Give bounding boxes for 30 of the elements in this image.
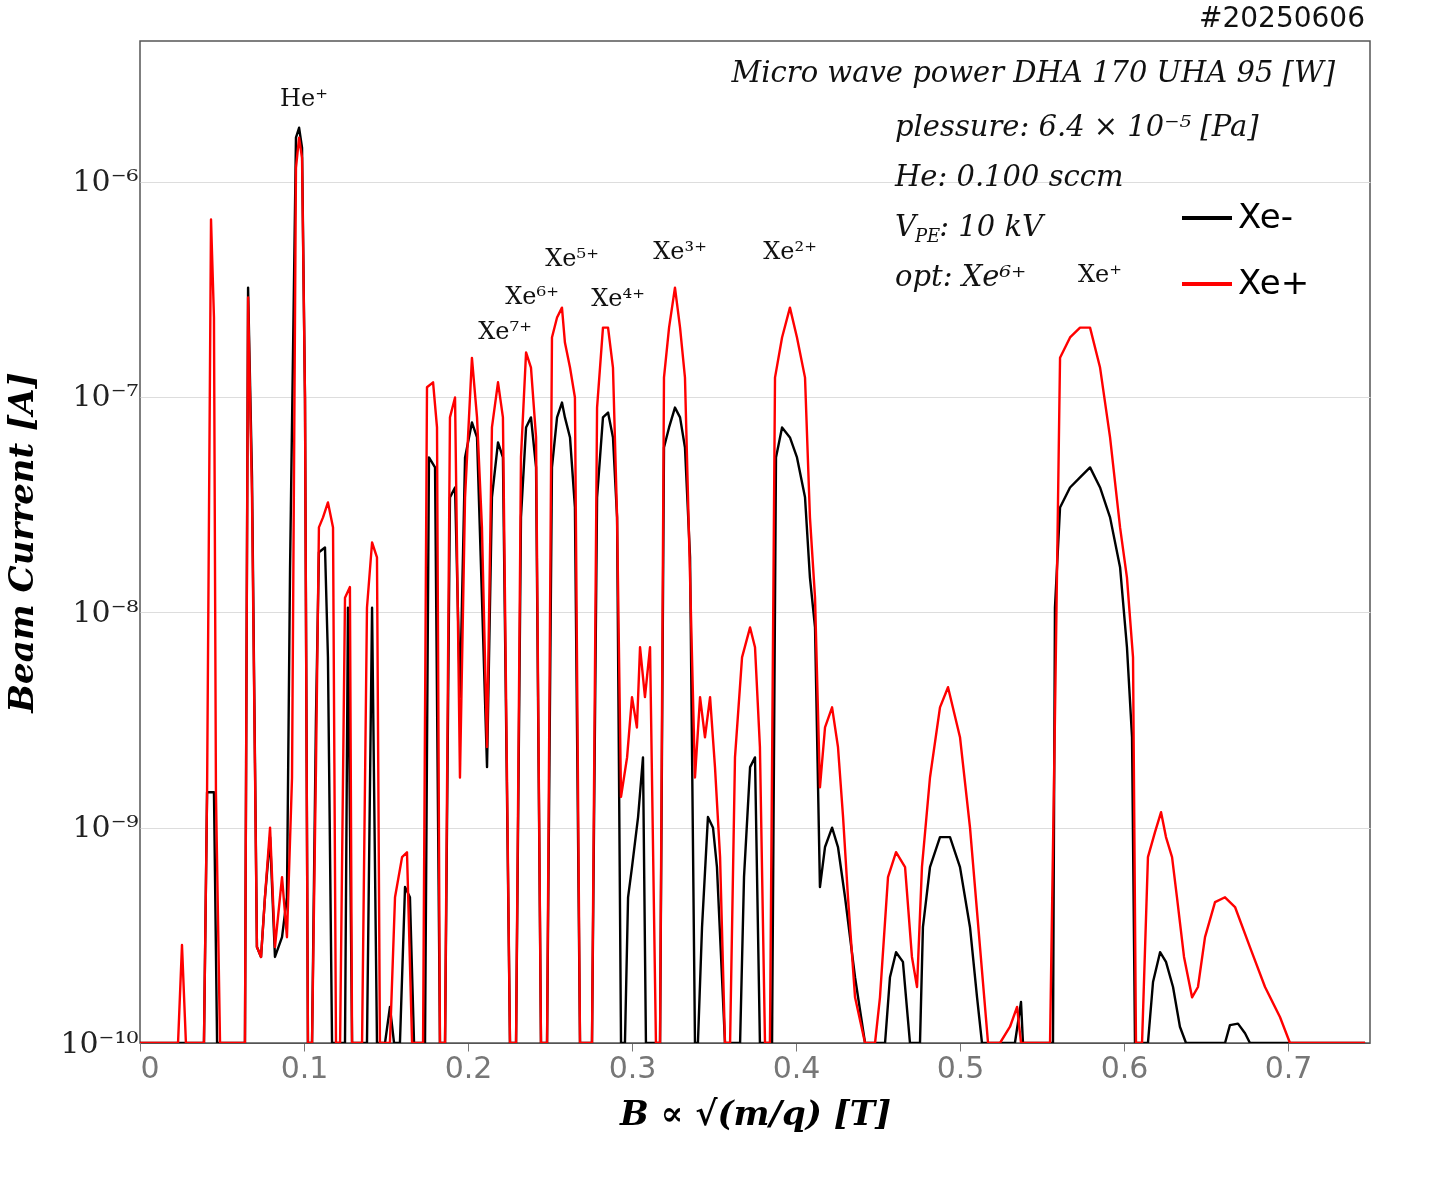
annotation: Xe⁵⁺: [545, 244, 599, 272]
y-axis-title: Beam Current [A]: [1, 372, 42, 714]
y-tick-label: 10⁻⁸: [72, 593, 139, 629]
annotation: Xe⁷⁺: [478, 317, 532, 345]
legend-label: Xe+: [1238, 262, 1310, 302]
annotation: Xe³⁺: [653, 237, 707, 265]
y-tick-label: 10⁻⁷: [72, 378, 139, 414]
x-tick-label: 0.2: [444, 1049, 493, 1085]
annotation: Xe⁺: [1078, 260, 1122, 288]
y-tick-label: 10⁻⁶: [72, 163, 139, 199]
x-tick-label: 0.7: [1264, 1049, 1313, 1085]
y-tick-label: 10⁻⁹: [72, 809, 139, 845]
annotation: He⁺: [280, 84, 328, 112]
annotation: Xe⁴⁺: [591, 284, 645, 312]
x-tick-label: 0.3: [608, 1049, 657, 1085]
annotation: He: 0.100 sccm: [894, 159, 1124, 193]
x-tick-label: 0.5: [936, 1049, 985, 1085]
annotation: Xe⁶⁺: [505, 282, 559, 310]
annotation: plessure: 6.4 × 10⁻⁵ [Pa]: [895, 109, 1260, 143]
annotation: Xe²⁺: [763, 237, 817, 265]
x-tick-label: 0.4: [772, 1049, 821, 1085]
text: #20250606: [1199, 1, 1365, 34]
annotation: Micro wave power DHA 170 UHA 95 [W]: [730, 55, 1336, 89]
x-tick-label: 0.6: [1100, 1049, 1149, 1085]
y-tick-label: 10⁻¹⁰: [60, 1024, 139, 1060]
x-tick-label: 0: [140, 1049, 160, 1085]
annotation: opt: Xe⁶⁺: [895, 259, 1027, 293]
x-axis-title: B ∝ √(m/q) [T]: [618, 1092, 892, 1133]
legend-label: Xe-: [1238, 196, 1293, 236]
x-tick-label: 0.1: [280, 1049, 329, 1085]
